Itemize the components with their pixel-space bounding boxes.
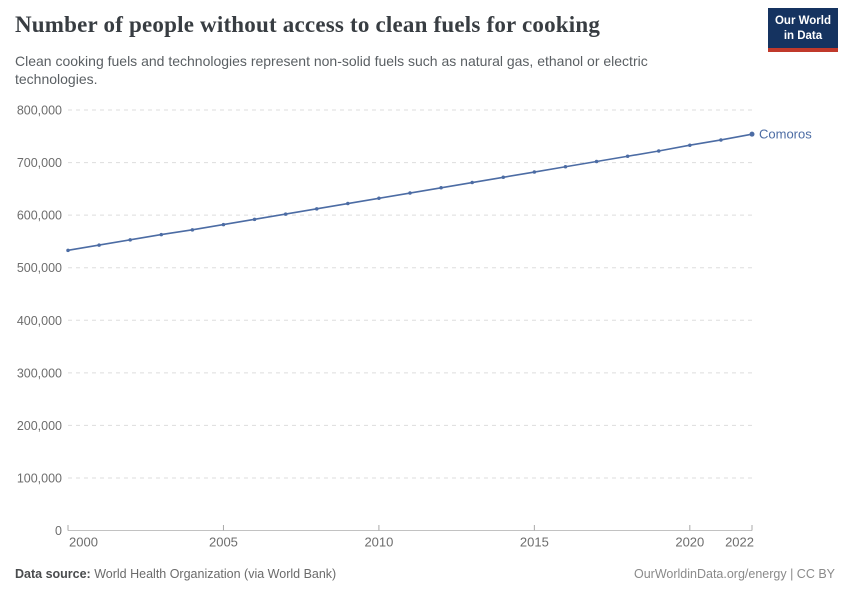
chart-footer: Data source: World Health Organization (…	[15, 567, 835, 581]
data-point[interactable]	[625, 154, 630, 159]
data-point[interactable]	[501, 175, 506, 180]
series-label[interactable]: Comoros	[759, 127, 812, 142]
data-point[interactable]	[594, 159, 599, 164]
data-point[interactable]	[470, 180, 474, 185]
owid-logo-line2: in Data	[783, 29, 823, 42]
y-axis-tick-label: 400,000	[17, 314, 62, 328]
data-point[interactable]	[283, 212, 288, 216]
data-source-value: World Health Organization (via World Ban…	[94, 567, 337, 581]
data-point[interactable]	[66, 248, 70, 253]
y-axis-tick-label: 0	[55, 524, 62, 538]
x-axis-tick-label: 2022	[725, 535, 754, 550]
data-point[interactable]	[252, 217, 257, 222]
credit-link[interactable]: OurWorldinData.org/energy | CC BY	[633, 567, 835, 581]
x-axis-tick-label: 2005	[209, 535, 238, 550]
chart-subtitle: Clean cooking fuels and technologies rep…	[15, 53, 648, 88]
owid-logo-line1: Our World	[774, 15, 831, 27]
data-source: Data source: World Health Organization (…	[15, 567, 336, 581]
x-axis-tick-label: 2000	[69, 535, 98, 550]
data-point[interactable]	[408, 191, 412, 195]
data-point[interactable]	[688, 143, 692, 147]
data-point[interactable]	[221, 222, 226, 227]
data-point[interactable]	[314, 207, 319, 211]
y-axis-tick-label: 500,000	[17, 261, 62, 275]
data-point[interactable]	[656, 149, 661, 153]
data-point[interactable]	[159, 232, 164, 237]
y-axis-tick-label: 700,000	[17, 156, 62, 170]
data-point[interactable]	[128, 238, 132, 242]
x-axis-tick-label: 2015	[520, 535, 549, 550]
page-title: Number of people without access to clean…	[15, 12, 601, 37]
y-axis-tick-label: 300,000	[17, 366, 62, 380]
y-axis-tick-label: 600,000	[17, 209, 62, 223]
data-point[interactable]	[719, 138, 723, 142]
data-source-label: Data source:	[15, 567, 91, 581]
data-point[interactable]	[749, 131, 755, 137]
data-point[interactable]	[190, 228, 195, 232]
x-axis-tick-label: 2020	[675, 535, 704, 550]
data-point[interactable]	[97, 243, 101, 247]
data-point[interactable]	[563, 165, 568, 169]
x-axis-tick-label: 2010	[364, 535, 393, 550]
data-point[interactable]	[377, 196, 381, 201]
y-axis-tick-label: 100,000	[17, 471, 62, 485]
y-axis-tick-label: 800,000	[17, 104, 62, 118]
data-point[interactable]	[346, 201, 350, 206]
data-point[interactable]	[439, 186, 443, 190]
y-axis-tick-label: 200,000	[17, 419, 62, 433]
data-point[interactable]	[532, 170, 537, 174]
owid-logo: Our World in Data	[767, 8, 838, 52]
